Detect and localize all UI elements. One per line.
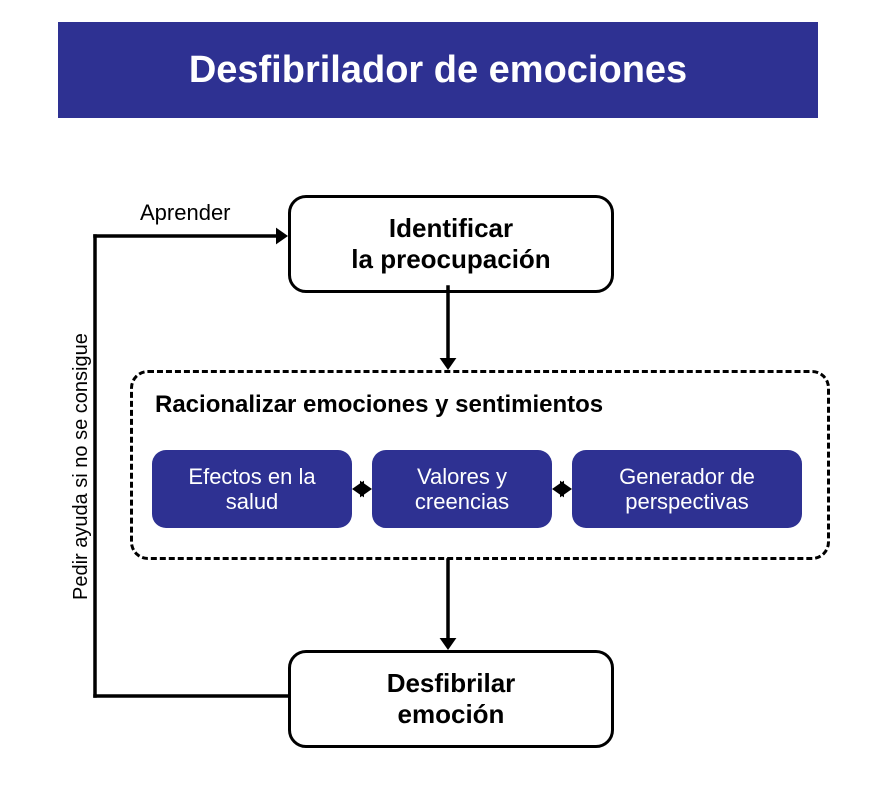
node-defib-line1: Desfibrilar [387, 668, 516, 699]
pill-values-line2: creencias [415, 489, 509, 514]
pill-perspect-line1: Generador de [619, 464, 755, 489]
pill-health: Efectos en la salud [152, 450, 352, 528]
pill-values: Valores y creencias [372, 450, 552, 528]
label-aprender: Aprender [140, 200, 231, 226]
label-ask-help: Pedir ayuda si no se consigue [70, 333, 93, 600]
pill-perspectives: Generador de perspectivas [572, 450, 802, 528]
pill-health-line2: salud [226, 489, 279, 514]
pill-values-line1: Valores y [417, 464, 507, 489]
node-identify: Identificar la preocupación [288, 195, 614, 293]
rationalize-title: Racionalizar emociones y sentimientos [155, 391, 603, 419]
node-identify-line1: Identificar [389, 213, 513, 244]
title-text: Desfibrilador de emociones [189, 49, 687, 92]
title-bar: Desfibrilador de emociones [58, 22, 818, 118]
pill-perspect-line2: perspectivas [625, 489, 749, 514]
node-identify-line2: la preocupación [351, 244, 550, 275]
node-defib-line2: emoción [398, 699, 505, 730]
pill-health-line1: Efectos en la [188, 464, 315, 489]
node-defibrillate: Desfibrilar emoción [288, 650, 614, 748]
